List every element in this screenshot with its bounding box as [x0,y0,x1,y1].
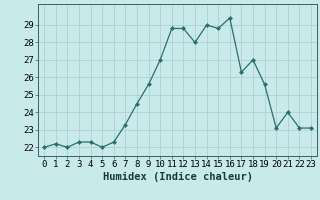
X-axis label: Humidex (Indice chaleur): Humidex (Indice chaleur) [103,172,252,182]
